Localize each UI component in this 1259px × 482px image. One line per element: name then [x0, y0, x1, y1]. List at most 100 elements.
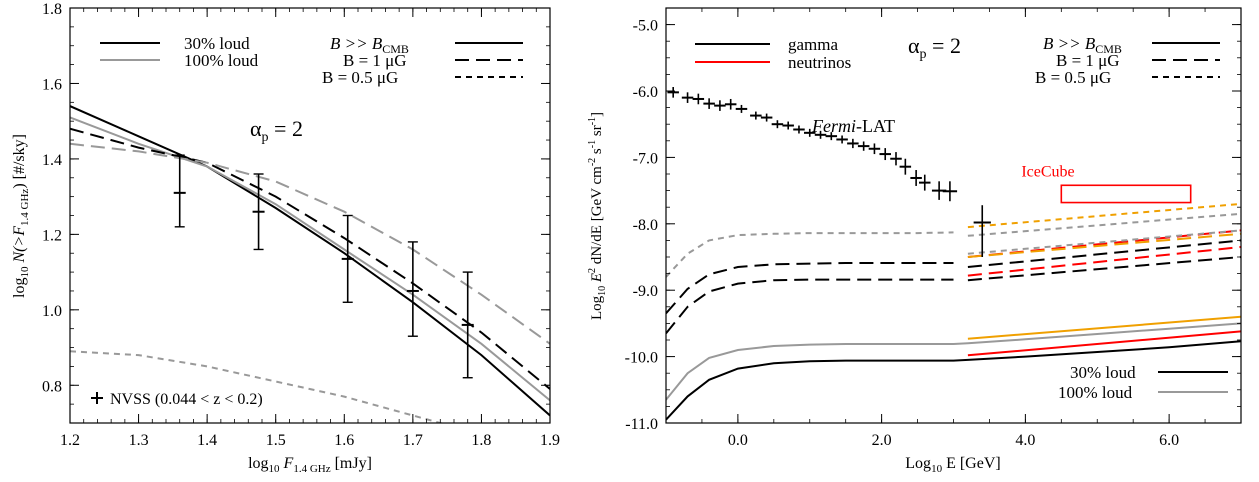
- y-tick-label: -8.0: [633, 217, 658, 234]
- left-series-group: [70, 105, 550, 423]
- x-tick-label: 1.9: [540, 432, 560, 449]
- left-legend-field: B >> BCMB B = 1 μG B = 0.5 μG: [322, 34, 523, 87]
- legend-label-b-05ug: B = 0.5 μG: [322, 68, 398, 87]
- left-x-axis-label: log10 F1.4 GHz [mJy]: [248, 455, 372, 475]
- data-point: [667, 87, 679, 98]
- x-tick-label: 1.2: [60, 432, 80, 449]
- series-line-7: [967, 239, 1241, 268]
- data-point: [703, 98, 715, 109]
- y-tick-label: -9.0: [633, 283, 658, 300]
- data-point: [973, 205, 991, 257]
- legend-label-100-loud-right: 100% loud: [1058, 383, 1133, 402]
- data-point: [681, 92, 694, 103]
- legend-label-b-1ug-right: B = 1 μG: [1056, 51, 1120, 70]
- legend-label-b-1ug: B = 1 μG: [343, 51, 407, 70]
- left-data-legend: NVSS (0.044 < z < 0.2): [91, 391, 263, 408]
- left-y-axis-label: log10 N(>F1.4 GHz) [#/sky]: [11, 134, 31, 298]
- icecube-label: IceCube: [1021, 163, 1074, 180]
- series-line-5: [70, 350, 445, 423]
- x-tick-label: 1.5: [266, 432, 286, 449]
- x-tick-label: 4.0: [1015, 432, 1035, 449]
- data-point: [461, 271, 474, 379]
- series-line-15: [967, 315, 1241, 340]
- y-tick-label: 1.2: [42, 227, 62, 244]
- legend-label-30-loud: 30% loud: [184, 34, 250, 53]
- right-chart: IceCube 0.0 2.0 4.0 6.0 -5.0 -6.0 -7.0 -8.0 -9.0…: [587, 7, 1242, 475]
- series-line-11: [967, 212, 1241, 237]
- data-point: [760, 113, 773, 122]
- series-line-13: [967, 232, 1241, 258]
- series-line-2: [70, 116, 550, 402]
- data-point: [910, 170, 922, 186]
- y-tick-label: -6.0: [633, 84, 658, 101]
- series-line-6: [967, 256, 1241, 282]
- data-point: [750, 111, 762, 120]
- series-line-2: [666, 322, 1241, 401]
- data-point: [804, 128, 816, 137]
- right-legend-field: B >> BCMB B = 1 μG B = 0.5 μG: [1035, 34, 1220, 87]
- series-line-8: [967, 246, 1241, 277]
- data-point: [857, 141, 870, 151]
- legend-label-b-cmb: B >> BCMB: [330, 34, 409, 56]
- right-legend-loudness: 30% loud 100% loud: [1058, 363, 1228, 402]
- series-line-10: [967, 229, 1241, 255]
- data-point: [814, 130, 827, 139]
- data-point: [782, 121, 794, 130]
- series-line-14: [967, 330, 1241, 357]
- x-tick-label: 2.0: [872, 432, 892, 449]
- data-point: [868, 143, 881, 155]
- data-point: [173, 154, 186, 228]
- right-ticks: 0.0 2.0 4.0 6.0 -5.0 -6.0 -7.0 -8.0 -9.0 -10.0 -11…: [625, 7, 1242, 449]
- x-tick-label: 1.8: [471, 432, 491, 449]
- nvss-legend-label: NVSS (0.044 < z < 0.2): [110, 391, 263, 408]
- series-line-1: [70, 105, 550, 417]
- data-point: [793, 125, 805, 134]
- data-point: [879, 148, 891, 161]
- data-point: [724, 98, 737, 110]
- data-point: [735, 104, 748, 113]
- right-legend-messenger: gamma neutrinos: [695, 35, 851, 72]
- data-point: [771, 120, 784, 129]
- right-data-points: [667, 87, 991, 257]
- legend-label-b-cmb-right: B >> BCMB: [1043, 34, 1122, 56]
- series-line-4: [70, 142, 550, 345]
- left-ticks: 1.2 1.3 1.4 1.5 1.6 1.7 1.8 1.9 0.8 1.0 1.2 1.4 1.6 1…: [42, 1, 560, 449]
- data-point: [847, 138, 859, 149]
- fermi-lat-label: Fermi-LAT: [811, 116, 895, 136]
- x-tick-label: 1.4: [197, 432, 217, 449]
- series-line-5: [666, 231, 954, 278]
- data-point: [942, 181, 958, 202]
- left-chart: 1.2 1.3 1.4 1.5 1.6 1.7 1.8 1.9 0.8 1.0 1.2 1.4 1.6 1…: [11, 1, 560, 475]
- data-point: [836, 135, 848, 144]
- y-tick-label: 0.8: [42, 378, 62, 395]
- left-plot-frame: [69, 7, 551, 424]
- data-point: [406, 241, 419, 337]
- left-legend-loudness: 30% loud 100% loud: [100, 34, 259, 70]
- right-alpha-annotation: αp = 2: [908, 33, 961, 62]
- legend-label-100-loud: 100% loud: [184, 51, 259, 70]
- series-line-3: [70, 127, 550, 390]
- y-tick-label: 1.6: [42, 76, 62, 93]
- legend-label-30-loud-right: 30% loud: [1070, 363, 1136, 382]
- series-line-1: [666, 340, 1241, 421]
- legend-label-b-05ug-right: B = 0.5 μG: [1035, 68, 1111, 87]
- data-point: [341, 214, 354, 303]
- series-line-3: [666, 278, 954, 335]
- right-series-group: [666, 202, 1241, 421]
- y-tick-label: 1.8: [42, 1, 62, 18]
- data-point: [252, 173, 265, 251]
- x-tick-label: 1.6: [334, 432, 354, 449]
- y-tick-label: -11.0: [625, 416, 658, 433]
- data-point: [890, 152, 902, 166]
- y-tick-label: -10.0: [625, 350, 658, 367]
- y-tick-label: -7.0: [633, 150, 658, 167]
- icecube-box: [1060, 184, 1192, 204]
- y-tick-label: 1.4: [42, 152, 62, 169]
- x-tick-label: 1.3: [129, 432, 149, 449]
- legend-label-gamma: gamma: [788, 35, 838, 54]
- x-tick-label: 1.7: [403, 432, 423, 449]
- y-tick-label: -5.0: [633, 18, 658, 35]
- right-x-axis-label: Log10 E [GeV]: [905, 455, 1000, 475]
- y-tick-label: 1.0: [42, 303, 62, 320]
- series-line-4: [666, 262, 954, 315]
